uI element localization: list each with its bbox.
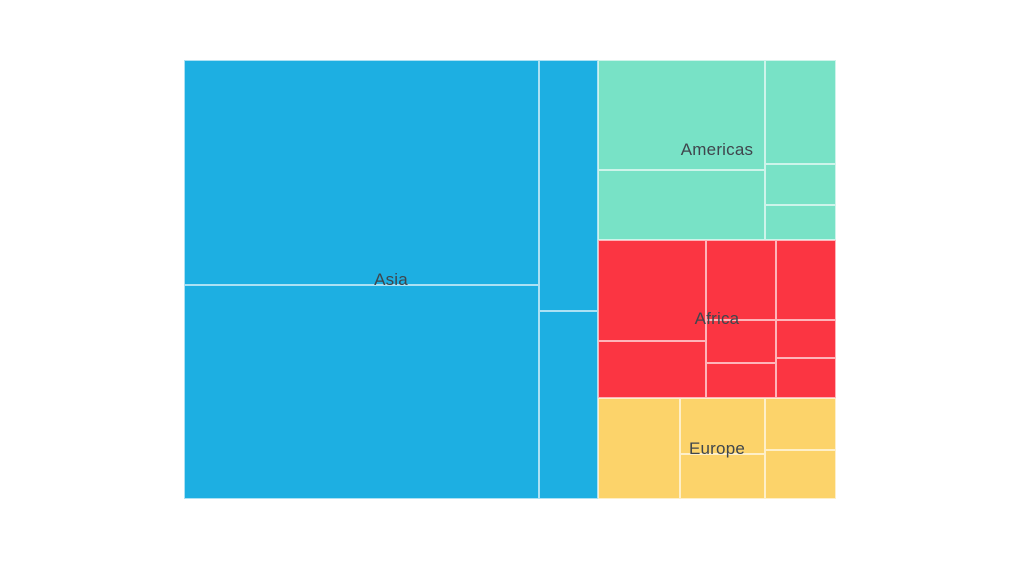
treemap-cell-americas-4[interactable] <box>766 165 835 204</box>
treemap-group-europe: Europe <box>598 398 836 499</box>
treemap-cell-asia-1[interactable] <box>185 61 538 284</box>
treemap-cell-africa-8[interactable] <box>777 359 835 397</box>
treemap-cell-americas-2[interactable] <box>599 171 764 239</box>
treemap-cell-africa-6[interactable] <box>777 241 835 319</box>
treemap-cell-africa-7[interactable] <box>777 321 835 357</box>
treemap-cell-europe-3[interactable] <box>681 455 764 498</box>
treemap-cell-africa-3[interactable] <box>707 241 775 319</box>
treemap-cell-asia-3[interactable] <box>540 61 597 310</box>
treemap-cell-americas-3[interactable] <box>766 61 835 163</box>
treemap-cell-africa-4[interactable] <box>707 321 775 362</box>
treemap-cell-africa-5[interactable] <box>707 364 775 397</box>
treemap-group-asia: Asia <box>184 60 598 499</box>
treemap-cell-americas-1[interactable] <box>599 61 764 169</box>
treemap-cell-africa-2[interactable] <box>599 342 705 397</box>
treemap-cell-europe-5[interactable] <box>766 451 835 498</box>
treemap-cell-europe-2[interactable] <box>681 399 764 453</box>
treemap-cell-asia-4[interactable] <box>540 312 597 498</box>
treemap-cell-europe-4[interactable] <box>766 399 835 449</box>
treemap-cell-americas-5[interactable] <box>766 206 835 239</box>
treemap-cell-africa-1[interactable] <box>599 241 705 340</box>
treemap-group-americas: Americas <box>598 60 836 240</box>
treemap-group-africa: Africa <box>598 240 836 398</box>
treemap-cell-asia-2[interactable] <box>185 286 538 498</box>
treemap-cell-europe-1[interactable] <box>599 399 679 498</box>
